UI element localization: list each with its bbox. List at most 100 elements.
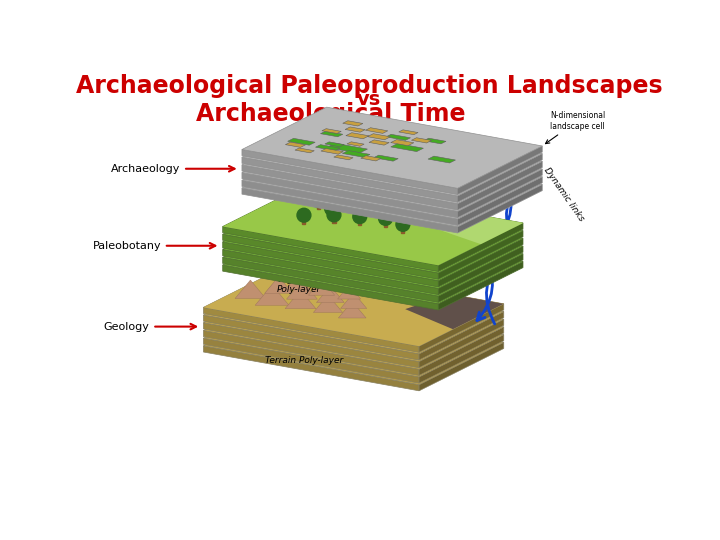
Polygon shape (361, 156, 381, 161)
Polygon shape (222, 184, 523, 265)
Text: Vegetation
Poly-layer: Vegetation Poly-layer (276, 275, 325, 294)
Circle shape (395, 211, 409, 224)
Polygon shape (242, 180, 457, 225)
Polygon shape (242, 173, 457, 218)
Polygon shape (222, 265, 438, 310)
Polygon shape (367, 134, 390, 140)
Polygon shape (345, 127, 365, 132)
Polygon shape (322, 129, 341, 133)
Circle shape (327, 208, 341, 222)
Text: N-dimensional
landscape cell: N-dimensional landscape cell (546, 111, 606, 144)
Polygon shape (204, 346, 419, 391)
Bar (333, 215, 336, 224)
Bar (372, 206, 376, 215)
Polygon shape (242, 150, 457, 194)
Polygon shape (419, 335, 504, 383)
Polygon shape (204, 315, 419, 360)
Polygon shape (204, 265, 504, 346)
Polygon shape (391, 144, 423, 152)
Polygon shape (222, 257, 438, 302)
Polygon shape (317, 286, 344, 302)
Polygon shape (204, 265, 504, 346)
Polygon shape (399, 130, 418, 134)
Polygon shape (405, 294, 504, 329)
Polygon shape (204, 307, 419, 352)
Polygon shape (204, 338, 419, 383)
Polygon shape (438, 254, 523, 302)
Polygon shape (204, 296, 504, 377)
Bar (302, 215, 305, 224)
Polygon shape (265, 276, 292, 293)
Polygon shape (386, 134, 410, 140)
Text: Terrain Poly-layer: Terrain Poly-layer (265, 356, 343, 365)
Polygon shape (343, 151, 370, 157)
Polygon shape (242, 188, 457, 233)
Text: Dynamic links: Dynamic links (542, 165, 586, 222)
Polygon shape (366, 128, 388, 133)
Polygon shape (242, 146, 542, 227)
Polygon shape (204, 330, 419, 375)
Polygon shape (438, 238, 523, 287)
Polygon shape (222, 249, 438, 294)
Polygon shape (419, 342, 504, 391)
Polygon shape (287, 281, 318, 299)
Polygon shape (235, 280, 266, 299)
Polygon shape (419, 312, 504, 360)
Polygon shape (338, 285, 361, 299)
Polygon shape (242, 123, 542, 204)
Circle shape (379, 212, 392, 225)
Polygon shape (419, 304, 504, 352)
Text: Paleobotany: Paleobotany (92, 241, 215, 251)
Polygon shape (419, 319, 504, 368)
Polygon shape (204, 323, 419, 368)
Polygon shape (457, 154, 542, 202)
Circle shape (297, 208, 311, 222)
Polygon shape (419, 327, 504, 375)
Polygon shape (438, 231, 523, 279)
Polygon shape (204, 303, 504, 384)
Polygon shape (438, 261, 523, 310)
Circle shape (367, 200, 381, 213)
Polygon shape (369, 140, 390, 145)
Polygon shape (242, 107, 542, 188)
Circle shape (325, 202, 338, 215)
Polygon shape (428, 156, 456, 163)
Polygon shape (321, 148, 343, 154)
Polygon shape (423, 138, 446, 144)
Polygon shape (411, 138, 431, 143)
Polygon shape (285, 275, 310, 289)
Bar (317, 200, 320, 209)
Polygon shape (288, 138, 315, 145)
Circle shape (312, 194, 325, 207)
Polygon shape (325, 142, 344, 147)
Text: Archaeology: Archaeology (111, 164, 235, 174)
Bar (330, 208, 333, 217)
Polygon shape (320, 131, 343, 137)
Polygon shape (222, 215, 523, 296)
Polygon shape (313, 295, 343, 313)
Polygon shape (438, 223, 523, 272)
Circle shape (344, 197, 358, 211)
Polygon shape (338, 301, 366, 318)
Polygon shape (457, 146, 542, 194)
Polygon shape (438, 246, 523, 294)
Polygon shape (222, 226, 438, 272)
Polygon shape (242, 157, 457, 202)
Circle shape (352, 202, 366, 217)
Circle shape (396, 218, 410, 231)
Polygon shape (457, 177, 542, 225)
Text: vs: vs (357, 90, 381, 109)
Text: Archaeological Time: Archaeological Time (196, 102, 465, 126)
Polygon shape (327, 143, 367, 153)
Polygon shape (457, 161, 542, 210)
Polygon shape (411, 211, 523, 244)
Bar (401, 225, 405, 233)
Polygon shape (457, 185, 542, 233)
Bar (384, 218, 387, 227)
Polygon shape (222, 200, 523, 281)
Polygon shape (341, 293, 366, 308)
Polygon shape (242, 165, 457, 210)
Polygon shape (347, 142, 364, 146)
Polygon shape (285, 142, 305, 147)
Polygon shape (334, 155, 353, 160)
